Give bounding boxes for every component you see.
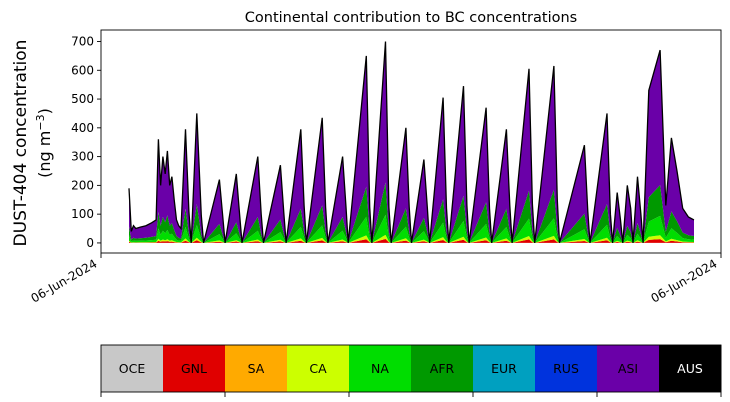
legend-swatch-afr [411,345,474,392]
legend-label-eur: EUR [491,361,517,376]
legend-label-na: NA [371,361,389,376]
legend-swatch-eur [473,345,536,392]
legend-label-oce: OCE [119,361,146,376]
y-tick-label: 600 [71,63,94,77]
legend-swatch-sa [225,345,288,392]
x-tick-label-left: 06-Jun-2024 [29,256,100,305]
legend-swatch-ca [287,345,350,392]
area-afr [129,182,694,243]
chart-title: Continental contribution to BC concentra… [245,10,577,26]
total-line [128,41,695,244]
legend-swatch-oce [101,345,164,392]
legend-swatch-asi [597,345,660,392]
y-tick-label: 100 [71,207,94,221]
plot-area [100,29,722,254]
area-na [129,214,694,243]
area-gnl [129,238,694,243]
y-axis-label: DUST-404 concentration (ng m−3) [11,40,54,247]
area-asi [129,41,694,243]
area-ca [129,234,694,243]
x-axis: 06-Jun-2024 06-Jun-2024 [29,253,722,306]
y-tick-label: 500 [71,92,94,106]
legend-swatch-gnl [163,345,226,392]
y-tick-label: 700 [71,35,94,49]
legend-swatch-aus [659,345,722,392]
legend-label-asi: ASI [618,361,638,376]
y-tick-label: 200 [71,178,94,192]
legend-label-sa: SA [248,361,265,376]
legend-label-rus: RUS [553,361,579,376]
legend-label-afr: AFR [430,361,455,376]
y-axis-label-line2: (ng m−3) [34,108,54,178]
region-colorbar-legend: OCE GNL SA CA NA AFR EUR RUS ASI AUS [100,344,722,397]
legend-swatch-na [349,345,412,392]
plot-frame [100,29,722,254]
x-tick-label-right: 06-Jun-2024 [649,256,720,305]
y-axis-label-line1: DUST-404 concentration [11,40,31,247]
y-tick-label: 300 [71,150,94,164]
legend-label-ca: CA [309,361,327,376]
legend-frame [100,344,722,393]
legend-label-aus: AUS [677,361,703,376]
y-tick-label: 0 [86,236,94,250]
legend-swatch-rus [535,345,598,392]
legend-label-gnl: GNL [181,361,207,376]
y-axis: 0 100 200 300 400 500 600 700 [71,35,101,250]
y-tick-label: 400 [71,121,94,135]
